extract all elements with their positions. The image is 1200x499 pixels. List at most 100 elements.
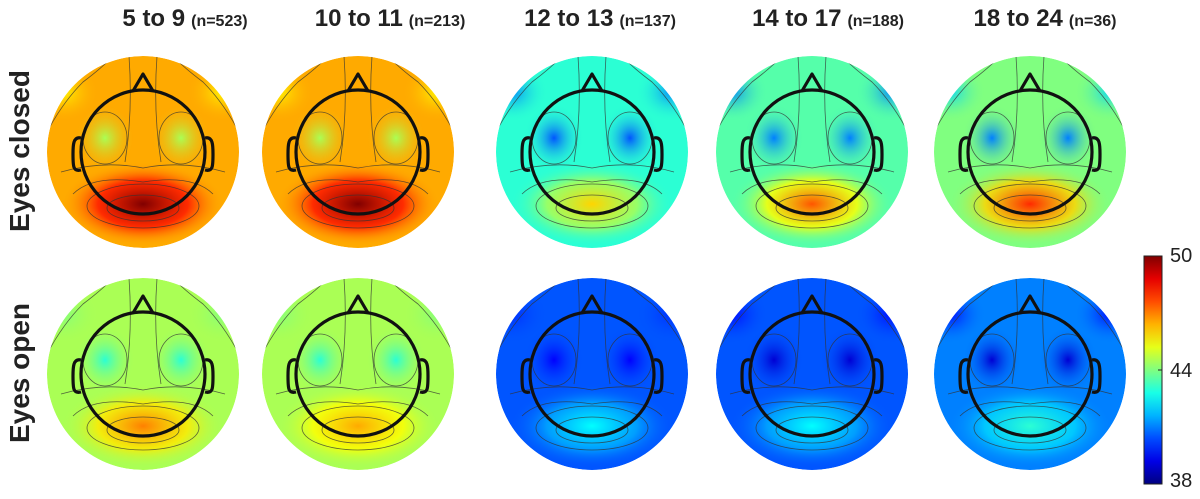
contour-line [155, 56, 162, 163]
left-ear-outline [286, 358, 297, 394]
edge-region-right [1074, 284, 1126, 344]
contour-line [370, 278, 377, 385]
edge-region-right [856, 62, 908, 122]
left-ear-outline [71, 358, 82, 394]
contour-line [824, 278, 831, 385]
head-outline [966, 88, 1094, 216]
topo-map [716, 278, 908, 470]
age-range-label: 5 to 9 [122, 5, 186, 32]
edge-region-left [716, 284, 768, 344]
contour-line [60, 164, 226, 173]
edge-region-right [856, 284, 908, 344]
contour-line [775, 416, 849, 444]
right-ear-outline [653, 136, 664, 172]
edge-region-left [934, 62, 986, 122]
nose-outline [131, 294, 155, 314]
edge-region-left [496, 284, 548, 344]
contour-line [72, 179, 214, 195]
left-ear-outline [740, 358, 751, 394]
edge-region-right [402, 62, 454, 122]
posterior-region [276, 384, 440, 468]
age-range-label: 10 to 11 [314, 5, 403, 32]
right-ear-outline [419, 136, 430, 172]
colorbar [1143, 255, 1163, 485]
head-outline [79, 88, 207, 216]
contour-line [993, 416, 1067, 444]
contour-line [275, 164, 441, 173]
right-ear-outline [873, 136, 884, 172]
edge-region-right [402, 284, 454, 344]
posterior-region [61, 384, 225, 468]
right-ear-outline [873, 358, 884, 394]
contour-line [775, 194, 849, 222]
contour-line [124, 278, 131, 385]
contour-line [60, 386, 226, 395]
column-title-5-to-9: 5 to 9 (n=523) [65, 4, 305, 38]
sample-size-label: (n=188) [847, 13, 904, 30]
right-ear-outline [419, 358, 430, 394]
sample-size-label: (n=523) [191, 13, 248, 30]
contour-line [339, 278, 346, 385]
posterior-region [61, 162, 225, 246]
posterior-region [948, 162, 1112, 246]
column-title-12-to-13: 12 to 13 (n=137) [480, 4, 720, 38]
head-outline [294, 310, 422, 438]
contour-line [275, 386, 441, 395]
contour-line [604, 278, 611, 385]
contour-line [555, 194, 629, 222]
column-title-18-to-24: 18 to 24 (n=36) [925, 4, 1165, 38]
right-ear-outline [653, 358, 664, 394]
column-title-14-to-17: 14 to 17 (n=188) [708, 4, 948, 38]
left-ear-outline [740, 136, 751, 172]
posterior-region [510, 384, 674, 468]
contour-line [86, 183, 200, 229]
sample-size-label: (n=213) [408, 13, 466, 30]
edge-region-left [496, 62, 548, 122]
contour-line [947, 164, 1113, 173]
contour-line [993, 194, 1067, 222]
contour-line [959, 401, 1101, 417]
nose-outline [346, 72, 370, 92]
nose-outline [1018, 294, 1042, 314]
topo-map [262, 278, 454, 470]
contour-line [973, 405, 1087, 451]
contour-line [947, 386, 1113, 395]
contour-line [124, 56, 131, 163]
head-outline [528, 310, 656, 438]
head-outline [294, 88, 422, 216]
contour-line [535, 183, 649, 229]
age-range-label: 14 to 17 [752, 5, 842, 32]
contour-line [287, 401, 429, 417]
colorbar-min-label: 38 [1170, 470, 1193, 492]
head-outline [79, 310, 207, 438]
contour-line [339, 56, 346, 163]
contour-line [321, 194, 395, 222]
contour-line [321, 416, 395, 444]
posterior-region [510, 162, 674, 246]
contour-line [301, 183, 415, 229]
contour-line [521, 179, 663, 195]
contour-line [509, 164, 675, 173]
contour-line [824, 56, 831, 163]
contour-line [1042, 278, 1049, 385]
head-outline [748, 310, 876, 438]
topo-map [47, 278, 239, 470]
left-ear-outline [958, 136, 969, 172]
contour-line [155, 278, 162, 385]
left-ear-outline [71, 136, 82, 172]
nose-outline [131, 72, 155, 92]
posterior-region [276, 162, 440, 246]
contour-line [106, 194, 180, 222]
head-outline [966, 310, 1094, 438]
contour-line [72, 401, 214, 417]
contour-line [959, 179, 1101, 195]
age-range-label: 12 to 13 [524, 5, 614, 32]
nose-outline [346, 294, 370, 314]
left-ear-outline [520, 358, 531, 394]
edge-region-left [262, 62, 314, 122]
nose-outline [580, 72, 604, 92]
contour-line [106, 416, 180, 444]
right-ear-outline [1091, 358, 1102, 394]
contour-line [729, 386, 895, 395]
edge-region-right [187, 284, 239, 344]
